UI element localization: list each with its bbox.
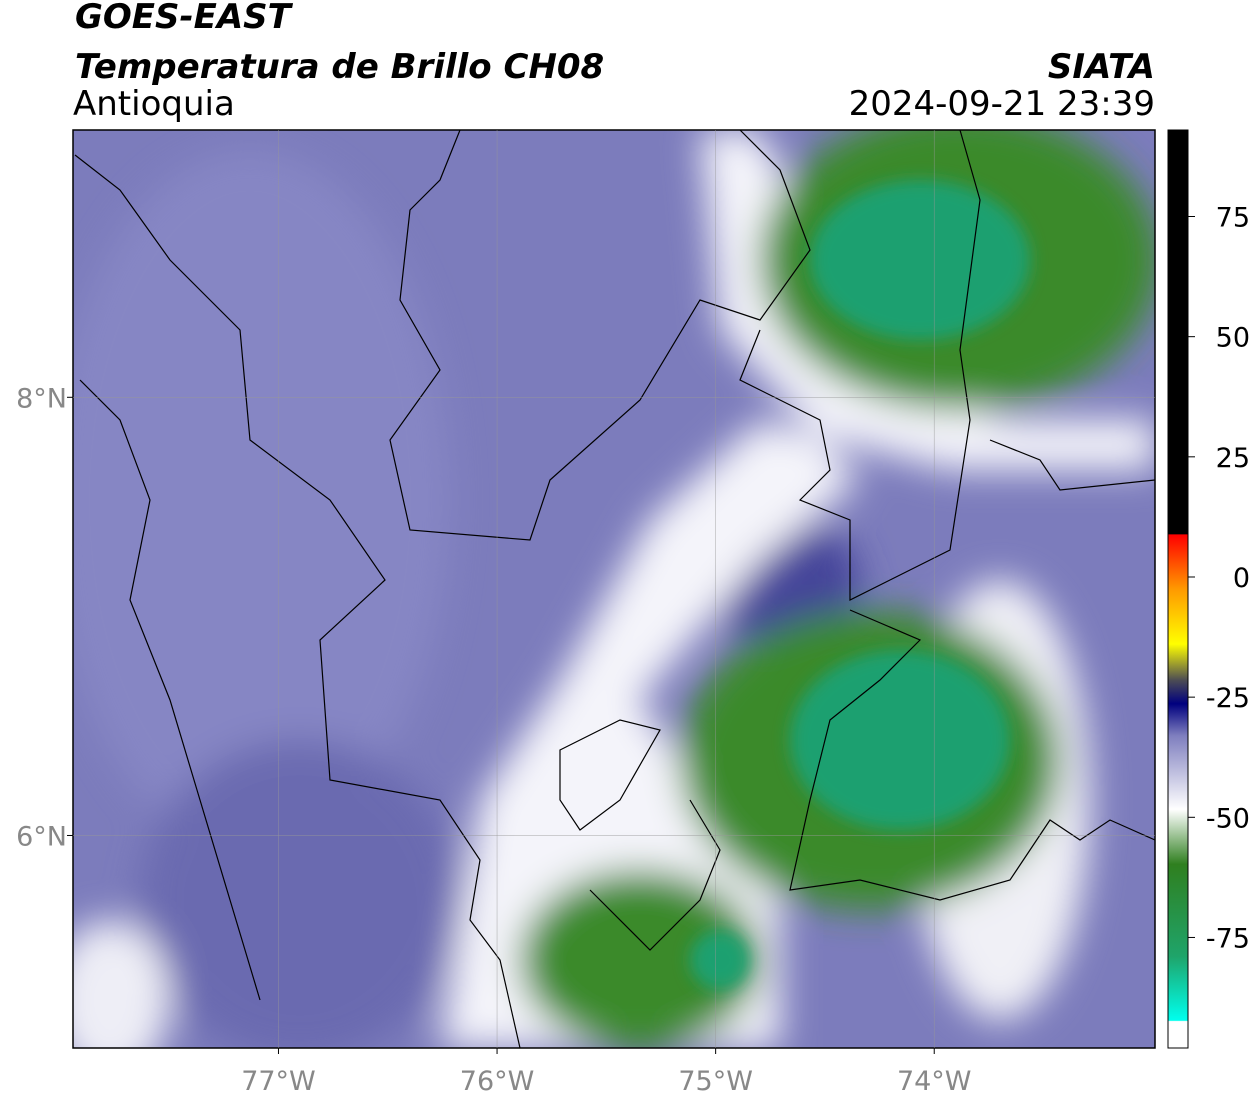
- title: GOES-EAST: [75, 0, 294, 37]
- agency: SIATA: [1048, 47, 1155, 87]
- satellite-image: [73, 130, 1155, 1048]
- colorbar-tick-label: -25: [1206, 683, 1250, 714]
- subtitle: Temperatura de Brillo CH08: [75, 47, 604, 87]
- x-tick-label: 75°W: [678, 1066, 753, 1097]
- colorbar-tick-label: 50: [1216, 323, 1250, 354]
- colorbar: [1167, 129, 1189, 1049]
- colorbar-tick-label: 25: [1216, 443, 1250, 474]
- region: Antioquia: [73, 84, 235, 124]
- colorbar-tick-label: -75: [1206, 923, 1250, 954]
- y-tick-label: 6°N: [16, 821, 67, 852]
- map-frame: [72, 129, 1156, 1049]
- x-tick-label: 74°W: [897, 1066, 972, 1097]
- y-tick-label: 8°N: [16, 383, 67, 414]
- colorbar-tick-label: 0: [1233, 563, 1250, 594]
- x-tick-label: 76°W: [460, 1066, 535, 1097]
- x-tick-label: 77°W: [241, 1066, 316, 1097]
- colorbar-tick-label: -50: [1206, 803, 1250, 834]
- colorbar-tick-label: 75: [1216, 203, 1250, 234]
- datetime: 2024-09-21 23:39: [849, 84, 1155, 124]
